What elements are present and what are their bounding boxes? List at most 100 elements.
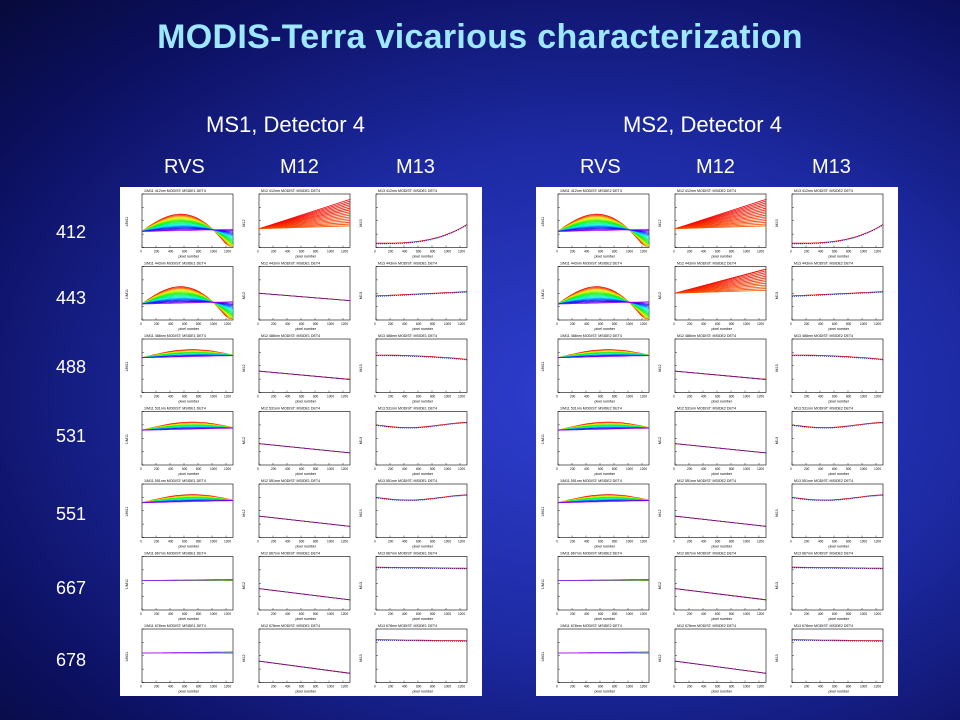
mini-plot-xtick-label: 1000 <box>444 467 451 471</box>
mini-plot-xtick-label: 1200 <box>341 467 348 471</box>
mini-plot-ylabel: M12 <box>658 509 662 516</box>
mini-plot-xtick-label: 400 <box>402 395 408 399</box>
m13-curve <box>791 421 884 428</box>
mini-plot-xlabel: pixel number <box>179 472 200 476</box>
column-label-rvs-ms1: RVS <box>164 156 205 178</box>
mini-plot-xtick-label: 200 <box>687 540 693 544</box>
mini-plot-551-m12: M12 551nm MODIST: MSIDE2 DET4 0 200 400 600 8… <box>658 479 767 549</box>
mini-plot-xtick-label: 0 <box>673 540 675 544</box>
mini-plot-667-rvs: 1/M11 667nm MODIST: MSIDE1 DET4 0 200 400 60… <box>125 552 234 621</box>
plot-grid-ms1: 1/M11 412nm MODIST: MSIDE1 DET4 0 200 400 60… <box>125 189 468 694</box>
column-label-m13-ms1: M13 <box>396 156 435 178</box>
mini-plot-xtick-label: 400 <box>584 467 590 471</box>
group-title-ms1: MS1, Detector 4 <box>206 112 365 137</box>
mini-plot-xtick-label: 600 <box>416 540 422 544</box>
mini-plot-frame <box>258 556 351 611</box>
mini-plot-xlabel: pixel number <box>296 327 317 331</box>
mini-plot-xtick-label: 0 <box>374 322 376 326</box>
mini-plot-xtick-label: 600 <box>715 395 721 399</box>
mini-plot-subtitle: M12 551nm MODIST: MSIDE1 DET4 <box>261 479 320 483</box>
mini-plot-ylabel: M12 <box>658 437 662 444</box>
mini-plot-xtick-label: 1200 <box>224 395 231 399</box>
mini-plot-ylabel: 1/M11 <box>125 289 129 299</box>
mini-plot-xtick-label: 1200 <box>458 250 465 254</box>
mini-plot-xtick-label: 400 <box>701 322 707 326</box>
mini-plot-xtick-label: 400 <box>818 250 824 254</box>
mini-plot-xtick-label: 200 <box>154 540 160 544</box>
m12-line <box>258 588 351 601</box>
mini-plot-xtick-label: 1200 <box>874 250 881 254</box>
mini-plot-xtick-label: 200 <box>804 395 810 399</box>
mini-plot-xlabel: pixel number <box>829 472 850 476</box>
m12-line <box>674 443 767 454</box>
mini-plot-subtitle: M13 678nm MODIST: MSIDE1 DET4 <box>378 624 437 628</box>
m12-line <box>258 660 351 674</box>
mini-plot-xtick-label: 600 <box>182 250 188 254</box>
mini-plot-xtick-label: 0 <box>790 395 792 399</box>
mini-plot-xlabel: pixel number <box>296 472 317 476</box>
mini-plot-subtitle: 1/M11 412nm MODIST: MSIDE1 DET4 <box>144 189 206 193</box>
mini-plot-xlabel: pixel number <box>829 400 850 404</box>
mini-plot-xtick-label: 600 <box>416 685 422 689</box>
mini-plot-xtick-label: 400 <box>402 322 408 326</box>
m12-line <box>674 370 767 380</box>
mini-plot-xtick-label: 400 <box>818 685 824 689</box>
mini-plot-subtitle: M12 678nm MODIST: MSIDE1 DET4 <box>261 624 320 628</box>
mini-plot-ylabel: M13 <box>775 654 779 661</box>
mini-plot-xtick-label: 200 <box>570 540 576 544</box>
mini-plot-xtick-label: 1000 <box>626 540 633 544</box>
mini-plot-ylabel: M13 <box>359 292 363 299</box>
mini-plot-ylabel: 1/M11 <box>541 506 545 516</box>
m12-line <box>258 292 351 302</box>
mini-plot-xtick-label: 1200 <box>757 612 764 616</box>
mini-plot-xtick-label: 0 <box>673 612 675 616</box>
mini-plot-xtick-label: 800 <box>196 467 202 471</box>
mini-plot-xtick-label: 200 <box>154 685 160 689</box>
mini-plot-frame <box>375 193 468 248</box>
mini-plot-xtick-label: 400 <box>701 395 707 399</box>
mini-plot-xtick-label: 0 <box>673 322 675 326</box>
mini-plot-xtick-label: 200 <box>271 467 277 471</box>
mini-plot-subtitle: 1/M11 551nm MODIST: MSIDE2 DET4 <box>560 479 622 483</box>
mini-plot-frame <box>141 338 234 393</box>
mini-plot-xtick-label: 0 <box>374 395 376 399</box>
mini-plot-443-m12: M12 443nm MODIST: MSIDE2 DET4 0 200 400 600 8… <box>658 262 767 331</box>
mini-plot-xtick-label: 600 <box>299 395 305 399</box>
mini-plot-subtitle: M12 531nm MODIST: MSIDE1 DET4 <box>261 407 320 411</box>
mini-plot-xtick-label: 400 <box>818 540 824 544</box>
mini-plot-xtick-label: 600 <box>416 467 422 471</box>
mini-plot-xtick-label: 0 <box>140 395 142 399</box>
mini-plot-xtick-label: 1200 <box>458 685 465 689</box>
mini-plot-subtitle: M13 412nm MODIST: MSIDE2 DET4 <box>794 189 853 193</box>
mini-plot-ylabel: 1/M11 <box>541 289 545 299</box>
mini-plot-xtick-label: 1200 <box>757 250 764 254</box>
mini-plot-xtick-label: 1200 <box>640 540 647 544</box>
mini-plot-xtick-label: 800 <box>313 322 319 326</box>
mini-plot-xtick-label: 400 <box>402 467 408 471</box>
mini-plot-xtick-label: 800 <box>729 250 735 254</box>
mini-plot-xtick-label: 200 <box>687 322 693 326</box>
mini-plot-xtick-label: 600 <box>832 395 838 399</box>
m12-line <box>674 289 767 294</box>
mini-plot-xtick-label: 600 <box>715 685 721 689</box>
mini-plot-xtick-label: 1200 <box>874 612 881 616</box>
mini-plot-xtick-label: 800 <box>612 322 618 326</box>
mini-plot-frame <box>258 266 351 321</box>
mini-plot-xtick-label: 1200 <box>458 612 465 616</box>
mini-plot-xtick-label: 0 <box>556 685 558 689</box>
mini-plot-ylabel: 1/M11 <box>125 506 129 516</box>
m13-curve <box>376 639 468 642</box>
mini-plot-xlabel: pixel number <box>179 690 200 694</box>
mini-plot-xtick-label: 200 <box>271 612 277 616</box>
mini-plot-xtick-label: 600 <box>715 250 721 254</box>
mini-plot-xtick-label: 600 <box>598 540 604 544</box>
mini-plot-678-m12: M12 678nm MODIST: MSIDE2 DET4 0 200 400 600 8… <box>658 624 767 694</box>
mini-plot-xtick-label: 200 <box>271 685 277 689</box>
mini-plot-xlabel: pixel number <box>179 400 200 404</box>
mini-plot-subtitle: M12 488nm MODIST: MSIDE1 DET4 <box>261 334 320 338</box>
mini-plot-xlabel: pixel number <box>829 255 850 259</box>
mini-plot-frame <box>674 411 767 466</box>
mini-plot-xtick-label: 800 <box>430 250 436 254</box>
mini-plot-ylabel: 1/M11 <box>125 651 129 661</box>
mini-plot-xtick-label: 600 <box>598 250 604 254</box>
